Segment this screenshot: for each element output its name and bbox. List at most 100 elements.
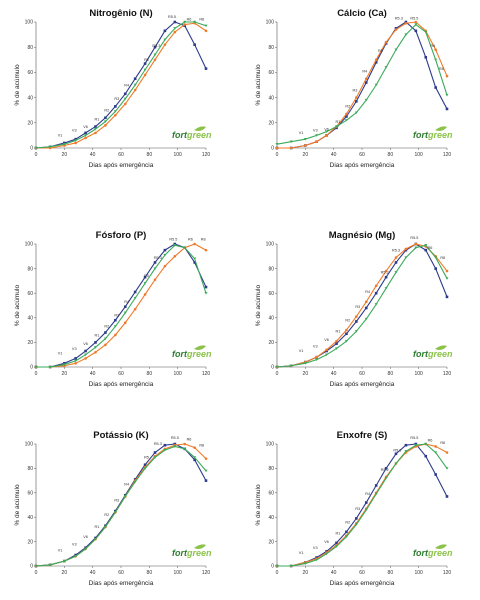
data-point-series-2 xyxy=(345,328,348,332)
x-tick-label: 80 xyxy=(147,570,153,576)
data-point-series-3 xyxy=(384,66,388,69)
stage-label: R1 xyxy=(94,117,99,121)
stage-label: R6 xyxy=(430,44,435,48)
data-point-series-3 xyxy=(384,287,388,290)
stage-label: R5 xyxy=(144,274,149,278)
stage-label: R1 xyxy=(335,330,340,334)
x-tick-label: 40 xyxy=(90,152,96,158)
stage-label: R2 xyxy=(104,513,109,517)
data-point-series-1 xyxy=(424,55,428,59)
data-point-series-2 xyxy=(315,140,318,143)
data-point-series-1 xyxy=(84,349,87,353)
data-point-series-1 xyxy=(394,261,398,264)
stage-label: V6 xyxy=(324,127,329,131)
x-tick-label: 100 xyxy=(173,570,182,576)
stage-label: R5 xyxy=(378,49,383,53)
data-point-series-3 xyxy=(183,447,187,451)
stage-label: R2 xyxy=(104,108,109,112)
stage-label: R2 xyxy=(345,105,350,109)
x-tick-label: 100 xyxy=(414,570,423,576)
data-point-series-1 xyxy=(94,341,97,344)
data-point-series-1 xyxy=(445,295,449,299)
y-tick-label: 100 xyxy=(25,442,34,448)
x-tick-label: 40 xyxy=(331,371,337,377)
stage-label: V6 xyxy=(324,540,329,544)
stage-label: R8 xyxy=(440,441,445,445)
data-point-series-3 xyxy=(394,462,398,465)
stage-label: R5 xyxy=(144,58,149,62)
y-tick-label: 40 xyxy=(27,95,33,101)
data-point-series-3 xyxy=(394,271,398,274)
stage-label: R8 xyxy=(199,18,204,22)
data-point-series-3 xyxy=(94,127,97,131)
y-tick-label: 40 xyxy=(268,316,274,322)
y-tick-label: 60 xyxy=(27,291,33,297)
data-point-series-3 xyxy=(434,451,438,454)
data-point-series-3 xyxy=(204,24,208,28)
data-point-series-2 xyxy=(445,269,449,273)
chart-panel-3: Fósforo (P) 0 20 40 60 80 100 0 20 40 60 80 100 120 Di… xyxy=(14,230,212,388)
stage-label: R5.5 xyxy=(168,15,176,19)
data-point-series-2 xyxy=(345,112,348,116)
x-tick-label: 0 xyxy=(35,570,38,576)
stage-label: V3 xyxy=(313,546,318,550)
data-point-series-3 xyxy=(34,564,38,568)
stage-label: V3 xyxy=(72,542,77,546)
x-tick-label: 120 xyxy=(202,570,211,576)
data-point-series-1 xyxy=(434,473,437,476)
y-tick-label: 20 xyxy=(27,539,33,545)
y-axis-label: % de acúmulo xyxy=(255,64,262,106)
data-point-series-1 xyxy=(204,479,208,482)
data-point-series-2 xyxy=(335,339,338,343)
leaf-icon xyxy=(435,544,447,549)
data-point-series-1 xyxy=(173,20,177,24)
brand-part-fort: fort xyxy=(172,349,188,359)
data-point-series-2 xyxy=(394,256,398,259)
data-point-series-2 xyxy=(74,362,77,365)
data-point-series-3 xyxy=(193,456,197,459)
stage-label: V6 xyxy=(83,342,88,346)
leaf-icon xyxy=(194,544,206,549)
data-point-series-1 xyxy=(335,541,338,545)
x-axis-label: Dias após emergência xyxy=(89,580,154,587)
stage-label: R5.5 xyxy=(171,436,179,440)
x-tick-label: 0 xyxy=(35,152,38,158)
data-point-series-1 xyxy=(143,275,147,279)
x-tick-label: 40 xyxy=(331,152,337,158)
data-point-series-1 xyxy=(434,267,437,270)
stage-label: R1 xyxy=(94,525,99,529)
stage-label: V1 xyxy=(58,548,63,552)
data-point-series-1 xyxy=(123,305,127,309)
data-point-series-3 xyxy=(62,363,66,366)
data-point-series-1 xyxy=(104,331,107,334)
data-point-series-1 xyxy=(445,107,449,111)
brand-part-green: green xyxy=(186,130,212,140)
x-tick-label: 80 xyxy=(147,371,153,377)
data-point-series-3 xyxy=(123,495,127,498)
y-tick-label: 0 xyxy=(271,146,274,152)
data-point-series-2 xyxy=(204,457,208,460)
y-axis-label: % de acúmulo xyxy=(14,484,21,526)
brand-part-fort: fort xyxy=(413,130,429,140)
data-point-series-1 xyxy=(84,131,87,135)
x-tick-label: 20 xyxy=(62,152,68,158)
data-point-series-1 xyxy=(193,43,196,46)
data-point-series-2 xyxy=(364,77,368,80)
chart-panel-4: Magnésio (Mg) 0 20 40 60 80 100 0 20 40 60 80 100 120… xyxy=(255,230,453,388)
stage-label: R6 xyxy=(187,18,192,22)
data-point-series-3 xyxy=(414,246,418,250)
data-point-series-3 xyxy=(113,511,117,514)
data-point-series-2 xyxy=(123,321,127,325)
data-point-series-3 xyxy=(374,492,378,496)
stage-label: V6 xyxy=(83,535,88,539)
y-tick-label: 0 xyxy=(30,365,33,371)
stage-label: R5.3 xyxy=(154,442,162,446)
y-tick-label: 60 xyxy=(27,491,33,497)
y-tick-label: 100 xyxy=(266,242,275,248)
data-point-series-1 xyxy=(74,357,77,360)
data-point-series-3 xyxy=(143,282,147,285)
stage-label: R5.3 xyxy=(395,16,403,20)
data-point-series-1 xyxy=(434,86,437,89)
stage-label: R5.3 xyxy=(152,44,160,48)
data-point-series-3 xyxy=(153,456,157,459)
